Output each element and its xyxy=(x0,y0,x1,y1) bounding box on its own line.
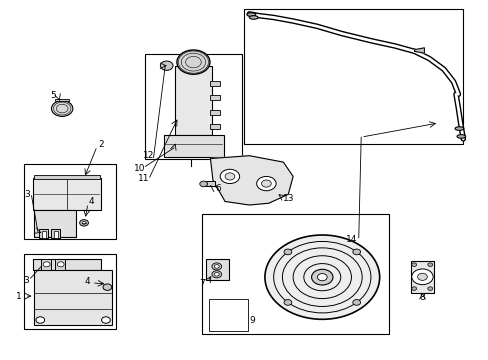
Bar xyxy=(24,254,116,329)
Text: 2: 2 xyxy=(99,140,104,149)
Bar xyxy=(55,99,69,102)
Circle shape xyxy=(160,61,173,70)
Circle shape xyxy=(211,271,221,278)
Circle shape xyxy=(200,181,207,187)
Circle shape xyxy=(103,284,112,291)
Circle shape xyxy=(43,262,50,267)
Bar xyxy=(24,164,116,239)
Ellipse shape xyxy=(249,16,258,19)
Bar xyxy=(41,258,51,270)
Bar xyxy=(175,66,211,135)
Text: 9: 9 xyxy=(249,315,255,324)
Circle shape xyxy=(214,265,219,268)
Bar xyxy=(201,214,388,334)
Bar xyxy=(33,178,101,210)
Bar xyxy=(164,135,223,157)
Circle shape xyxy=(264,235,379,319)
Bar xyxy=(205,258,228,280)
Bar xyxy=(244,9,462,144)
Text: 4: 4 xyxy=(84,277,90,286)
Circle shape xyxy=(317,274,326,281)
Circle shape xyxy=(284,249,291,255)
Circle shape xyxy=(427,287,432,291)
Bar xyxy=(210,110,220,114)
Text: 12: 12 xyxy=(142,151,154,160)
Circle shape xyxy=(311,269,332,285)
Text: 6: 6 xyxy=(214,184,220,193)
Text: 13: 13 xyxy=(282,194,293,203)
Bar xyxy=(210,124,220,129)
Polygon shape xyxy=(210,156,292,205)
Bar xyxy=(210,95,220,100)
Bar xyxy=(51,229,60,238)
Circle shape xyxy=(51,101,73,116)
Circle shape xyxy=(220,169,239,184)
Text: 3: 3 xyxy=(23,275,28,284)
Text: 3: 3 xyxy=(24,190,29,199)
Circle shape xyxy=(427,263,432,266)
Circle shape xyxy=(411,269,432,285)
Polygon shape xyxy=(414,48,424,53)
Circle shape xyxy=(211,263,221,270)
Circle shape xyxy=(57,262,64,267)
Ellipse shape xyxy=(456,135,465,138)
Circle shape xyxy=(80,220,88,226)
Circle shape xyxy=(284,300,291,305)
Ellipse shape xyxy=(454,127,463,130)
Circle shape xyxy=(82,221,86,224)
Text: 5: 5 xyxy=(50,91,56,100)
Bar xyxy=(210,81,220,86)
Bar xyxy=(410,261,433,293)
Text: 11: 11 xyxy=(138,175,149,184)
Circle shape xyxy=(214,273,219,276)
Bar xyxy=(144,54,242,159)
Circle shape xyxy=(102,317,110,323)
Text: 4: 4 xyxy=(88,197,94,206)
Ellipse shape xyxy=(246,13,255,17)
Circle shape xyxy=(177,50,209,74)
Bar xyxy=(54,231,58,238)
Circle shape xyxy=(261,180,271,187)
Circle shape xyxy=(352,300,360,305)
Bar xyxy=(41,231,45,238)
Bar xyxy=(206,259,227,279)
Circle shape xyxy=(224,173,234,180)
Bar xyxy=(39,229,48,238)
Bar xyxy=(208,298,248,331)
Circle shape xyxy=(352,249,360,255)
Circle shape xyxy=(36,317,44,323)
Text: 8: 8 xyxy=(419,293,425,302)
Circle shape xyxy=(411,263,416,266)
Circle shape xyxy=(417,273,427,280)
Bar xyxy=(34,175,100,179)
Text: 1: 1 xyxy=(16,292,22,301)
Bar xyxy=(55,258,65,270)
Bar xyxy=(34,270,112,325)
Text: 14: 14 xyxy=(345,235,356,244)
Bar xyxy=(204,181,215,186)
Text: 7: 7 xyxy=(199,279,204,288)
Bar xyxy=(34,210,76,237)
Bar xyxy=(33,258,101,270)
Text: 10: 10 xyxy=(133,164,145,173)
Circle shape xyxy=(411,287,416,291)
Circle shape xyxy=(256,176,276,191)
